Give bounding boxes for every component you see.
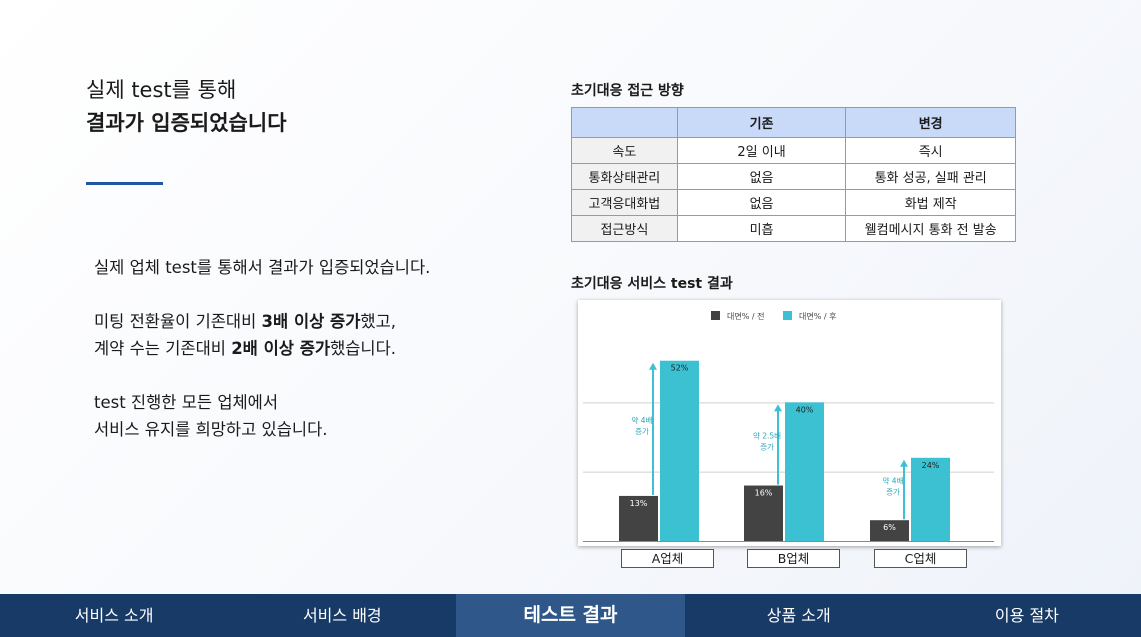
- bar-before: [870, 520, 909, 541]
- nav-item-test-results[interactable]: 테스트 결과: [456, 594, 685, 637]
- table-cell: 즉시: [845, 137, 1016, 164]
- data-label-after: 24%: [922, 461, 940, 470]
- table-cell: 미흡: [676, 215, 847, 242]
- body-paragraph-2b: 계약 수는 기존대비 2배 이상 증가했습니다.: [94, 335, 430, 362]
- body-paragraph-1: 실제 업체 test를 통해서 결과가 입증되었습니다.: [94, 258, 431, 277]
- table-cell: 접근방식: [571, 215, 678, 242]
- bottom-nav: 서비스 소개 서비스 배경 테스트 결과 상품 소개 이용 절차: [0, 594, 1141, 637]
- bar-before: [619, 495, 658, 541]
- data-label-before: 16%: [755, 489, 773, 498]
- table-header-row: 기존 변경: [571, 107, 1016, 138]
- table-header-cell: 기존: [676, 107, 847, 138]
- category-label-b: B업체: [747, 549, 840, 568]
- table-cell: 통화상태관리: [571, 163, 678, 190]
- table-header-cell: [571, 107, 678, 138]
- table-row: 고객응대화법 없음 화법 제작: [571, 189, 1016, 216]
- page-headline: 실제 test를 통해 결과가 입증되었습니다: [86, 74, 287, 140]
- nav-item-product-intro[interactable]: 상품 소개: [766, 606, 831, 625]
- text-segment: 했고,: [360, 312, 397, 331]
- legend-swatch: [783, 311, 792, 320]
- body-paragraph-3b: 서비스 유지를 희망하고 있습니다.: [94, 420, 328, 439]
- accent-divider: [86, 182, 163, 185]
- table-cell: 화법 제작: [845, 189, 1016, 216]
- table-row: 속도 2일 이내 즉시: [571, 137, 1016, 164]
- growth-annotation: 약 4배: [632, 415, 653, 425]
- highlight-text: 2배 이상 증가: [231, 339, 331, 358]
- growth-arrow-head: [649, 362, 657, 370]
- growth-annotation: 약 4배: [883, 476, 904, 486]
- table-row: 접근방식 미흡 웰컴메시지 통화 전 발송: [571, 215, 1016, 242]
- data-label-after: 40%: [796, 405, 814, 414]
- data-label-before: 6%: [883, 523, 896, 532]
- table-header-cell: 변경: [845, 107, 1016, 138]
- legend-swatch: [711, 311, 720, 320]
- table-cell: 속도: [571, 137, 678, 164]
- table-cell: 없음: [676, 189, 847, 216]
- body-paragraph-2a: 미팅 전환율이 기존대비 3배 이상 증가했고,: [94, 308, 430, 335]
- headline-line1: 실제 test를 통해: [86, 78, 237, 102]
- text-segment: 미팅 전환율이 기존대비: [94, 312, 262, 331]
- table-cell: 고객응대화법: [571, 189, 678, 216]
- bar-after: [911, 457, 950, 541]
- body-paragraph-3a: test 진행한 모든 업체에서: [94, 393, 279, 412]
- table-cell: 웰컴메시지 통화 전 발송: [845, 215, 1016, 242]
- headline-line2: 결과가 입증되었습니다: [86, 111, 287, 135]
- comparison-table: 기존 변경 속도 2일 이내 즉시 통화상태관리 없음 통화 성공, 실패 관리…: [571, 107, 1016, 242]
- nav-item-service-background[interactable]: 서비스 배경: [302, 606, 382, 625]
- highlight-text: 3배 이상 증가: [261, 312, 361, 331]
- table-row: 통화상태관리 없음 통화 성공, 실패 관리: [571, 163, 1016, 190]
- growth-annotation: 증가: [886, 488, 900, 497]
- table-cell: 없음: [676, 163, 847, 190]
- table-cell: 통화 성공, 실패 관리: [845, 163, 1016, 190]
- legend-label: 대면% / 후: [799, 311, 836, 321]
- bar-after: [785, 402, 824, 541]
- nav-item-usage-procedure[interactable]: 이용 절차: [994, 606, 1059, 625]
- bar-after: [660, 360, 699, 541]
- bar-before: [744, 485, 783, 541]
- category-label-c: C업체: [874, 549, 967, 568]
- category-label-a: A업체: [621, 549, 714, 568]
- growth-annotation: 증가: [635, 427, 649, 436]
- bar-chart: 대면% / 전 대면% / 후 13% 52% 약 4배 증가 16% 40% 약 2.5배 증가…: [578, 300, 1001, 546]
- body-text: 실제 업체 test를 통해서 결과가 입증되었습니다. 미팅 전환율이 기존대…: [94, 254, 430, 443]
- text-segment: 했습니다.: [330, 339, 397, 358]
- growth-annotation: 약 2.5배: [753, 430, 781, 440]
- growth-annotation: 증가: [760, 442, 774, 451]
- chart-title: 초기대응 서비스 test 결과: [571, 276, 733, 292]
- legend-label: 대면% / 전: [727, 311, 764, 321]
- growth-arrow-head: [774, 404, 782, 412]
- growth-arrow-head: [900, 459, 908, 467]
- table-cell: 2일 이내: [676, 137, 847, 164]
- table-title: 초기대응 접근 방향: [571, 83, 684, 99]
- text-segment: 계약 수는 기존대비: [94, 339, 232, 358]
- data-label-before: 13%: [630, 499, 648, 508]
- nav-item-service-intro[interactable]: 서비스 소개: [74, 606, 154, 625]
- data-label-after: 52%: [671, 364, 689, 373]
